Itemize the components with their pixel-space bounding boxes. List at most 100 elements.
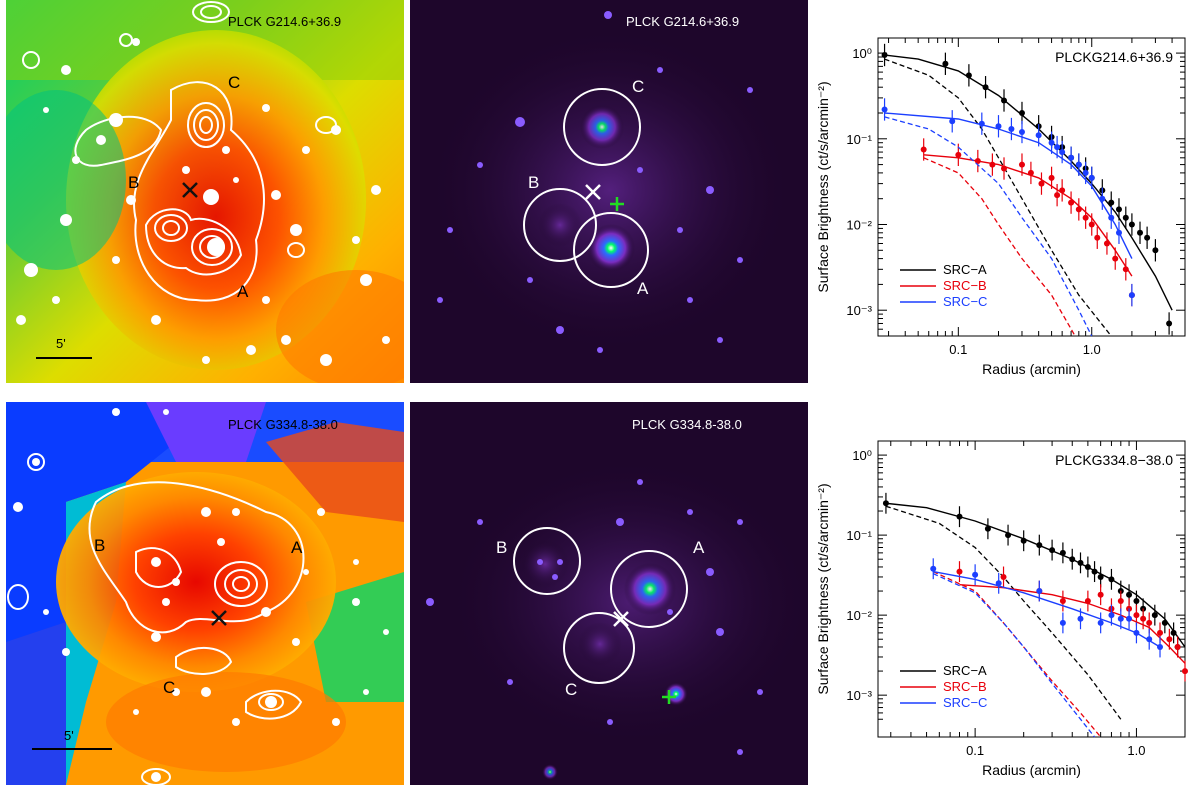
series-2-point — [1075, 161, 1082, 168]
series-1-point — [1112, 255, 1119, 262]
series-0-point — [1152, 247, 1159, 254]
series-0-point — [882, 500, 889, 507]
series-0-point — [984, 525, 991, 532]
series-0-point — [1126, 591, 1133, 598]
series-0-point — [1091, 568, 1098, 575]
series-0-point — [1036, 542, 1043, 549]
y-tick-label: 10⁻² — [846, 608, 872, 623]
cluster-name-label: PLCK G214.6+36.9 — [626, 14, 740, 29]
series-0-point — [942, 60, 949, 67]
legend-label: SRC−C — [943, 294, 987, 309]
series-0-point — [1137, 229, 1144, 236]
series-2-point — [1133, 629, 1140, 636]
series-1-point — [1122, 266, 1129, 273]
row2-color-map-panel: 5' PLCK G334.8-38.0 B A C — [6, 402, 404, 785]
x-axis-label: Radius (arcmin) — [982, 762, 1081, 778]
series-0-point — [1151, 612, 1158, 619]
plot-cluster-label: PLCKG334.8−38.0 — [1055, 452, 1173, 468]
y-tick-label: 10⁻¹ — [846, 528, 872, 543]
series-1-point — [1133, 612, 1140, 619]
series-0-point — [965, 72, 972, 79]
y-tick-label: 10⁻³ — [846, 303, 872, 318]
subcluster-label-c: C — [565, 680, 578, 699]
y-axis-label: Surface Brightness (ct/s/arcmin⁻²) — [815, 81, 831, 292]
series-0-point — [1133, 598, 1140, 605]
y-axis-label: Surface Brightness (ct/s/arcmin⁻²) — [815, 483, 831, 694]
series-2-point — [978, 120, 985, 127]
cluster-name-label: PLCK G334.8-38.0 — [632, 417, 742, 432]
subcluster-label-a: A — [693, 538, 705, 557]
series-2-point — [1108, 214, 1115, 221]
series-0-point — [1020, 537, 1027, 544]
series-1-point — [1038, 180, 1045, 187]
series-1-point — [1054, 192, 1061, 199]
series-1-point — [1140, 615, 1147, 622]
series-2-point — [949, 118, 956, 125]
subcluster-label-a: A — [237, 282, 249, 301]
cluster-name-label: PLCK G334.8-38.0 — [228, 417, 338, 432]
series-2-point — [1077, 615, 1084, 622]
row2-xray-panel: PLCK G334.8-38.0 B A C — [410, 402, 808, 785]
series-1-point — [1068, 199, 1075, 206]
series-0-point — [1128, 221, 1135, 228]
plot-cluster-label: PLCKG214.6+36.9 — [1055, 49, 1173, 65]
series-1-point — [974, 158, 981, 165]
series-0-psf-dashed-line — [884, 58, 1112, 337]
series-0-point — [982, 84, 989, 91]
series-1-point — [1103, 240, 1110, 247]
subcluster-label-a: A — [637, 279, 649, 298]
y-tick-label: 10⁻² — [846, 217, 872, 232]
series-2-point — [1115, 229, 1122, 236]
subcluster-label-a: A — [291, 538, 303, 557]
series-1-point — [1182, 668, 1188, 675]
series-1-point — [1018, 161, 1025, 168]
series-2-point — [1035, 132, 1042, 139]
y-tick-label: 10⁰ — [852, 46, 872, 61]
series-2-point — [972, 571, 979, 578]
series-2-point — [881, 106, 888, 113]
series-1-point — [956, 568, 963, 575]
series-0-point — [1018, 109, 1025, 116]
row1-profile-plot: 10⁻³ 10⁻² 10⁻¹ 10⁰ 0.1 1.0 Radius (arcmin) Surf… — [810, 0, 1197, 393]
series-0-point — [1166, 320, 1173, 327]
plot-frame — [877, 440, 1186, 738]
series-2-point — [1157, 643, 1164, 650]
legend-label: SRC−A — [943, 262, 987, 277]
series-2-model-line — [933, 570, 1161, 648]
subcluster-label-c: C — [163, 678, 176, 697]
series-1-point — [1082, 214, 1089, 221]
series-1-point — [1059, 598, 1066, 605]
series-1-point — [1048, 174, 1055, 181]
cluster-name-label: PLCK G214.6+36.9 — [228, 14, 342, 29]
series-1-point — [920, 146, 927, 153]
series-2-point — [995, 123, 1002, 130]
series-0-point — [1097, 573, 1104, 580]
y-tick-label: 10⁻¹ — [846, 132, 872, 147]
x-tick-label: 1.0 — [1127, 743, 1145, 758]
subcluster-label-c: C — [228, 73, 241, 92]
series-1-point — [1084, 598, 1091, 605]
x-tick-label: 1.0 — [1083, 342, 1101, 357]
series-1-point — [1117, 598, 1124, 605]
series-0-point — [1144, 234, 1151, 241]
series-1-model-line — [923, 154, 1133, 277]
series-0-point — [1059, 549, 1066, 556]
series-1-point — [1075, 206, 1082, 213]
series-1-point — [1166, 636, 1173, 643]
series-1-psf-dashed-line — [932, 571, 1102, 738]
series-1-point — [1097, 591, 1104, 598]
series-2-point — [1018, 129, 1025, 136]
series-2-psf-dashed-line — [932, 573, 1096, 738]
subcluster-label-b: B — [94, 536, 106, 555]
y-tick-label: 10⁰ — [852, 448, 872, 463]
series-1-point — [1027, 169, 1034, 176]
series-2-point — [1099, 195, 1106, 202]
series-0-point — [1001, 97, 1008, 104]
series-0-point — [1049, 547, 1056, 554]
series-2-point — [1088, 174, 1095, 181]
series-0-point — [1084, 563, 1091, 570]
series-2-point — [1048, 139, 1055, 146]
series-1-point — [1146, 619, 1153, 626]
row1-color-map-panel: 5' PLCK G214.6+36.9 C B A — [6, 0, 404, 383]
series-0-point — [1161, 619, 1168, 626]
